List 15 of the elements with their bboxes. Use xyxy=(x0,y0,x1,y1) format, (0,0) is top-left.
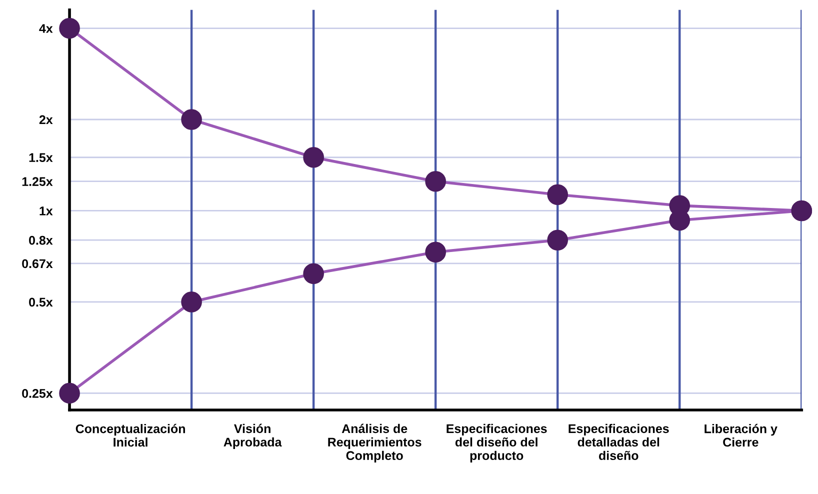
y-tick-label: 2x xyxy=(39,115,53,124)
x-tick-label: Especificaciones detalladas del diseño xyxy=(568,424,669,460)
x-tick-label: Visión Aprobada xyxy=(224,424,282,450)
y-tick-label: 4x xyxy=(39,24,53,33)
y-tick-label: 1.5x xyxy=(29,153,53,162)
x-tick-label: Especificaciones del diseño del producto xyxy=(446,424,547,462)
y-tick-label: 0.67x xyxy=(22,259,53,268)
x-tick-label: Conceptualización Inicial xyxy=(76,424,185,447)
x-tick-label: Análisis de Requerimientos Completo xyxy=(328,424,422,462)
y-tick-label: 1.25x xyxy=(22,177,53,186)
y-tick-label: 0.25x xyxy=(22,388,53,398)
y-tick-label: 0.5x xyxy=(29,298,53,307)
y-tick-label: 1x xyxy=(40,206,53,216)
y-tick-label: 0.8x xyxy=(29,236,53,245)
x-tick-label: Liberación y Cierre xyxy=(704,424,778,447)
